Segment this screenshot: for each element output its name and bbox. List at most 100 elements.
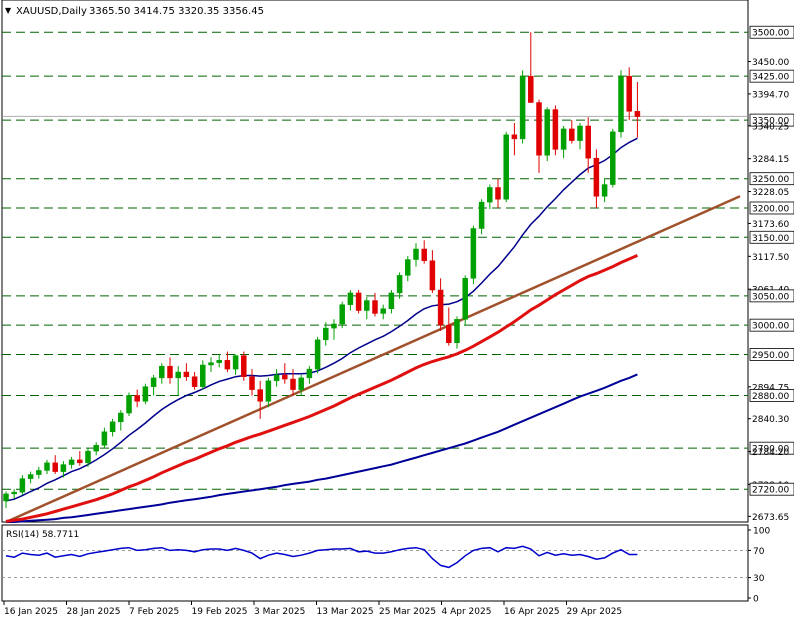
price-tick-label: 3000.00: [752, 322, 789, 332]
candle-body[interactable]: [118, 412, 124, 423]
candle-body[interactable]: [593, 157, 600, 197]
main-panel-frame: [1, 0, 749, 523]
candle-body[interactable]: [429, 260, 436, 291]
candle-body[interactable]: [36, 470, 42, 475]
candle-body[interactable]: [634, 111, 641, 117]
price-tick-label: 3284.15: [752, 155, 789, 165]
price-level-box: [749, 230, 794, 244]
price-level-box: [749, 348, 794, 361]
candle-body[interactable]: [470, 228, 477, 279]
candle-body[interactable]: [44, 462, 50, 471]
candle-body[interactable]: [224, 360, 231, 370]
candle-body[interactable]: [191, 376, 198, 387]
price-tick-label: 3450.00: [752, 58, 789, 68]
candle-body[interactable]: [610, 131, 616, 185]
price-level-box: [749, 113, 794, 127]
date-label: 25 Mar 2025: [379, 607, 436, 617]
candle-body[interactable]: [495, 187, 501, 200]
candle-body[interactable]: [77, 459, 83, 464]
candle-body[interactable]: [159, 365, 165, 379]
candle-body[interactable]: [355, 292, 362, 311]
candle-body[interactable]: [109, 421, 116, 433]
candle-body[interactable]: [552, 109, 559, 150]
candle-body[interactable]: [364, 300, 370, 311]
candle-body[interactable]: [380, 308, 386, 314]
candle-body[interactable]: [487, 187, 493, 203]
candle-body[interactable]: [446, 324, 452, 343]
chart-menu-glyph[interactable]: ▼: [5, 6, 12, 15]
candle-body[interactable]: [241, 355, 247, 377]
candle-body[interactable]: [60, 464, 67, 472]
candle-body[interactable]: [19, 478, 26, 493]
candle-body[interactable]: [68, 459, 75, 465]
candle-body[interactable]: [544, 109, 550, 156]
ma-fast-line: [5, 137, 638, 502]
date-label: 28 Jan 2025: [67, 607, 121, 617]
ohlc-readout: 3365.50 3414.75 3320.35 3356.45: [89, 6, 264, 17]
candle-body[interactable]: [323, 327, 329, 341]
candle-body[interactable]: [85, 450, 91, 464]
date-label: 4 Apr 2025: [442, 607, 492, 617]
candle-body[interactable]: [175, 371, 181, 379]
candle-body[interactable]: [331, 323, 337, 329]
candle-body[interactable]: [618, 75, 624, 133]
candle-body[interactable]: [626, 75, 632, 112]
symbol-label: XAUUSD,Daily: [16, 6, 87, 17]
candle-body[interactable]: [11, 491, 17, 495]
candle-body[interactable]: [511, 134, 518, 140]
price-tick-label: 2784.20: [752, 448, 789, 458]
candle-body[interactable]: [265, 380, 272, 402]
candle-body[interactable]: [150, 377, 157, 387]
price-level-box: [749, 482, 794, 496]
candle-body[interactable]: [577, 125, 583, 141]
candle-body[interactable]: [339, 304, 345, 325]
candle-body[interactable]: [282, 374, 288, 380]
candle-body[interactable]: [347, 292, 354, 305]
candle-body[interactable]: [142, 386, 149, 402]
candle-body[interactable]: [167, 365, 173, 379]
candle-body[interactable]: [101, 431, 108, 446]
candle-body[interactable]: [421, 248, 427, 261]
trendline[interactable]: [5, 195, 741, 524]
candle-body[interactable]: [93, 445, 99, 452]
rsi-tick-label: 0: [753, 595, 759, 605]
candle-body[interactable]: [273, 374, 280, 382]
candle-body[interactable]: [437, 289, 444, 326]
candle-body[interactable]: [232, 355, 239, 370]
candle-body[interactable]: [52, 462, 58, 472]
candle-body[interactable]: [314, 339, 321, 370]
candle-body[interactable]: [519, 75, 526, 140]
candle-body[interactable]: [413, 248, 419, 260]
candle-body[interactable]: [249, 376, 255, 390]
candle-body[interactable]: [126, 395, 132, 414]
candle-body[interactable]: [528, 75, 534, 103]
candle-body[interactable]: [585, 125, 591, 159]
date-label: 16 Jan 2025: [4, 607, 58, 617]
candle-body[interactable]: [569, 128, 575, 141]
candle-body[interactable]: [372, 300, 378, 314]
candle-body[interactable]: [536, 102, 542, 156]
candle-body[interactable]: [306, 368, 313, 379]
candle-body[interactable]: [216, 360, 222, 363]
candle-body[interactable]: [27, 474, 34, 479]
candle-body[interactable]: [462, 278, 468, 320]
candle-body[interactable]: [478, 201, 485, 229]
candle-body[interactable]: [257, 389, 263, 402]
candle-body[interactable]: [601, 184, 608, 197]
candle-body[interactable]: [3, 493, 9, 502]
candle-body[interactable]: [388, 292, 395, 310]
candle-body[interactable]: [200, 364, 206, 387]
candle-body[interactable]: [560, 128, 567, 150]
candle-body[interactable]: [134, 395, 140, 402]
candle-body[interactable]: [396, 275, 403, 294]
candle-body[interactable]: [503, 134, 509, 200]
candle-body[interactable]: [405, 259, 411, 276]
price-level-box: [749, 389, 794, 402]
candle-body[interactable]: [183, 371, 190, 377]
candle-body[interactable]: [290, 378, 296, 390]
candle-body[interactable]: [454, 319, 460, 343]
candle-body[interactable]: [208, 362, 214, 366]
candle-body[interactable]: [298, 377, 304, 390]
